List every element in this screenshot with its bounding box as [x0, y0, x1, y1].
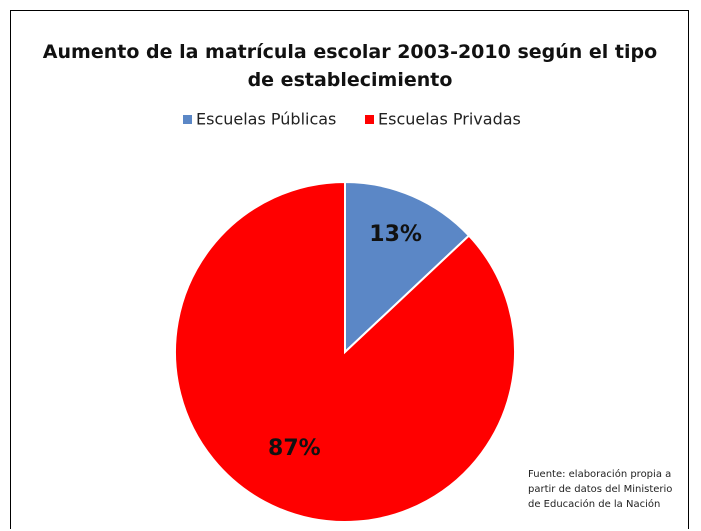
pie-slice [344, 180, 471, 355]
legend-swatch [365, 115, 374, 124]
chart-title: Aumento de la matrícula escolar 2003-201… [42, 41, 658, 91]
annotation: Fuente: elaboración propia a partir de d… [528, 469, 673, 510]
legend-label: Escuelas Públicas [196, 110, 336, 129]
data-label: 13% [369, 222, 422, 247]
pie-slice [174, 180, 516, 523]
chart-border [10, 10, 689, 529]
legend-label: Escuelas Privadas [378, 110, 521, 129]
legend-swatch [183, 115, 192, 124]
data-label: 87% [268, 436, 321, 461]
